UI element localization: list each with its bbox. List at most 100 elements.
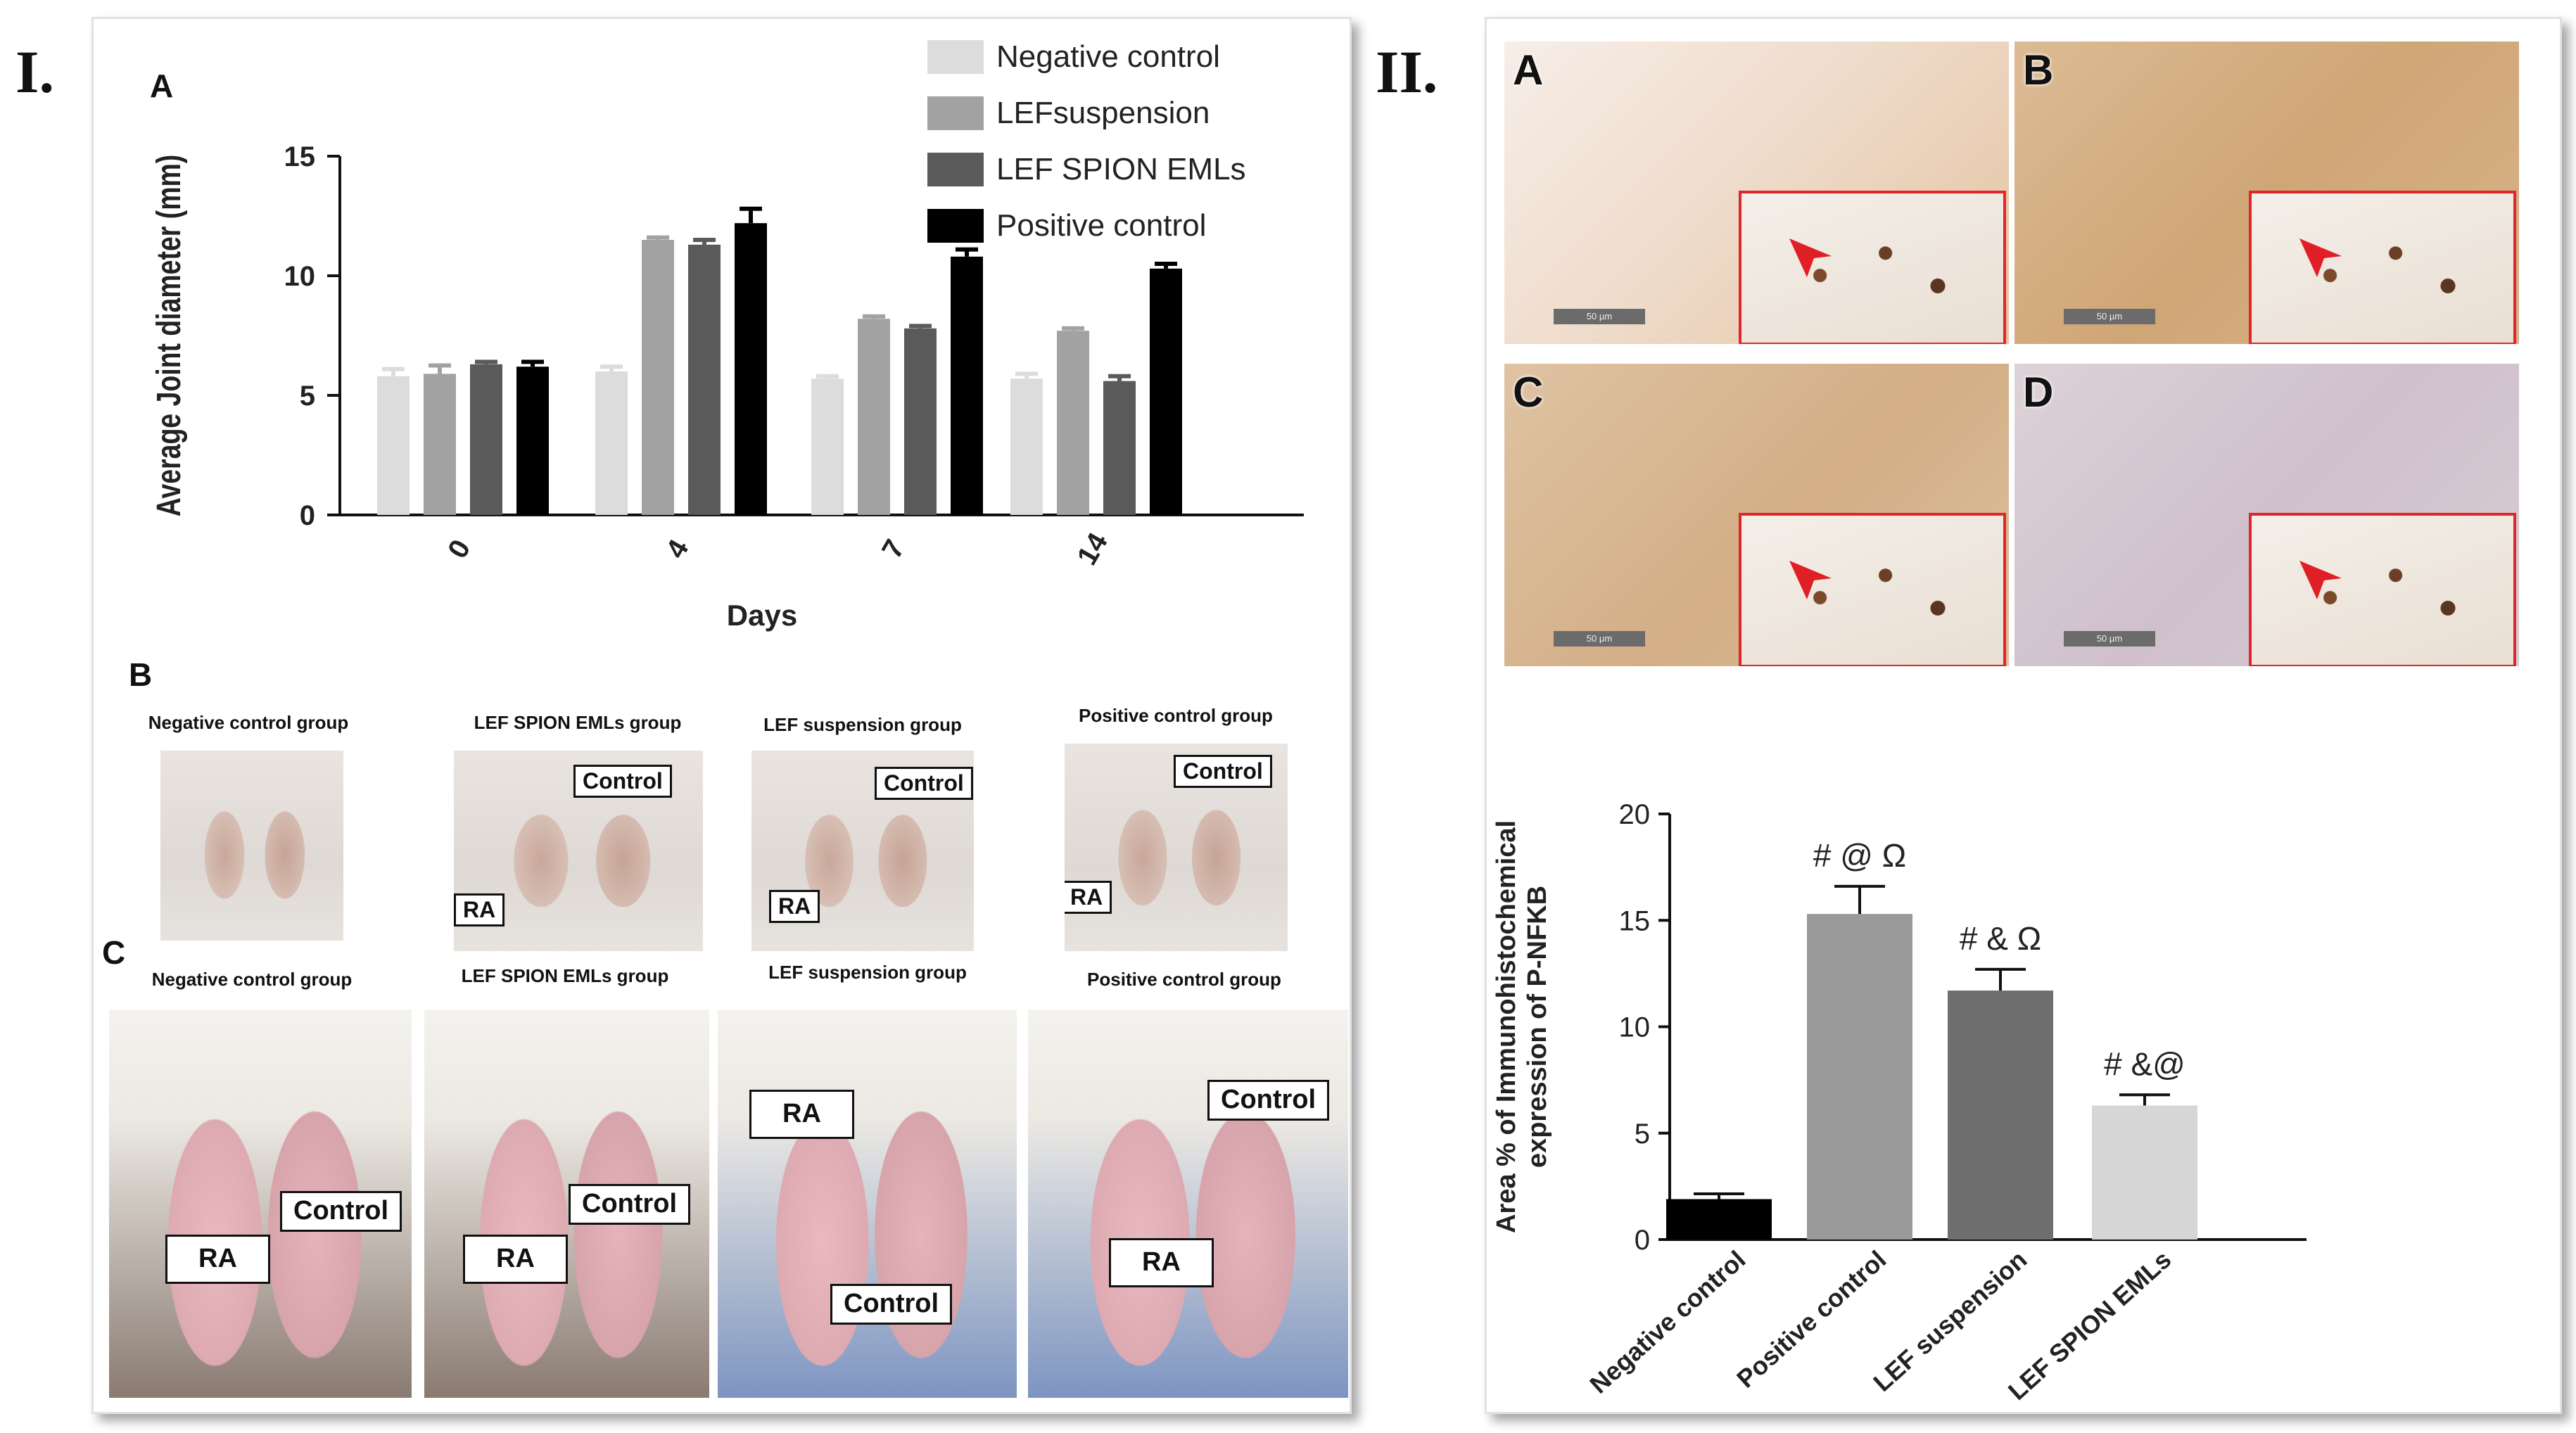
legend-swatch	[927, 96, 984, 130]
arrowhead-icon	[2299, 238, 2342, 277]
legend-label: LEF SPION EMLs	[996, 152, 1246, 186]
photo-c-label: Positive control group	[1087, 969, 1281, 990]
photo-c-label: Negative control group	[151, 969, 353, 990]
histology-letter: B	[2023, 46, 2054, 94]
magnified-inset	[2249, 513, 2516, 666]
hindlimb-photo: Control RA	[109, 1010, 412, 1398]
legend-label: Positive control	[996, 208, 1206, 243]
x-tick-label: 0	[442, 535, 476, 563]
x-tick-label: 7	[876, 535, 911, 563]
bar	[1807, 914, 1912, 1240]
x-tick-label: 4	[660, 534, 695, 563]
bar	[951, 256, 983, 515]
legend-label: LEFsuspension	[996, 96, 1210, 130]
x-tick-label: Positive control	[1731, 1244, 1891, 1393]
bar	[377, 376, 410, 515]
bar	[904, 328, 937, 515]
subpanel-A-label: A	[150, 68, 174, 104]
ra-tag: RA	[769, 890, 820, 923]
panel-I-label: I.	[15, 38, 54, 106]
photo-b-label: LEF suspension group	[763, 714, 962, 735]
magnified-inset	[2249, 191, 2516, 344]
control-tag: Control	[569, 1184, 691, 1225]
arrowhead-icon	[1789, 561, 1832, 599]
bar	[1057, 331, 1089, 515]
significance-annotation: # &@	[2104, 1045, 2185, 1082]
bar	[1666, 1199, 1772, 1240]
significance-annotation: # @ Ω	[1813, 837, 1906, 874]
y-tick-label: 5	[1635, 1119, 1650, 1149]
magnified-inset	[1739, 191, 2006, 344]
histology-image: C 50 µm	[1504, 364, 2009, 666]
y-tick-label: 15	[1619, 905, 1651, 936]
ra-tag: RA	[165, 1235, 270, 1284]
x-tick-label: Negative control	[1584, 1244, 1751, 1399]
bar	[858, 319, 890, 515]
x-tick-label: LEF suspension	[1867, 1244, 2032, 1397]
control-tag: Control	[1174, 755, 1272, 788]
control-tag: Control	[830, 1284, 953, 1325]
ra-tag: RA	[454, 893, 505, 926]
y-tick-label: 5	[300, 381, 315, 412]
ra-tag: RA	[749, 1090, 854, 1139]
x-axis-label: Days	[727, 599, 797, 632]
histology-image: A 50 µm	[1504, 42, 2009, 344]
y-tick-label: 0	[300, 500, 315, 531]
scale-bar: 50 µm	[2064, 309, 2155, 324]
y-axis-label: expression of P-NFKB	[1523, 886, 1552, 1168]
panel-II-frame: A 50 µm B 50 µm C 50 µm D 50 µm 0 5 10 15 20 Area % …	[1485, 17, 2562, 1414]
bar	[2092, 1105, 2197, 1240]
bar	[1103, 381, 1136, 515]
arrowhead-icon	[1789, 238, 1832, 277]
control-tag: Control	[573, 765, 672, 798]
bar	[642, 240, 674, 515]
legend-swatch	[927, 209, 984, 243]
panel-II-label: II.	[1376, 38, 1438, 106]
bar	[811, 378, 844, 515]
paw-photo	[160, 751, 343, 941]
paw-photo: Control RA	[1065, 744, 1288, 951]
significance-annotation: # & Ω	[1960, 920, 2041, 957]
control-tag: Control	[1207, 1080, 1330, 1121]
histology-letter: D	[2023, 369, 2054, 416]
bar	[1948, 991, 2053, 1240]
hindlimb-photo: RA Control	[718, 1010, 1017, 1398]
bar	[1010, 378, 1043, 515]
panel-I-frame: A 0 5 10 15 Average Joint diameter (mm) Days 0…	[91, 17, 1352, 1414]
histology-letter: C	[1513, 369, 1544, 416]
y-axis-label: Area % of Immunohistochemical	[1492, 820, 1521, 1233]
bar	[735, 223, 767, 515]
bar	[688, 244, 721, 515]
paw-photo: Control RA	[751, 751, 974, 951]
scale-bar: 50 µm	[2064, 631, 2155, 647]
photo-b-label: Negative control group	[148, 712, 349, 733]
joint-diameter-chart: 0 5 10 15 Average Joint diameter (mm) Days 0 4 7…	[151, 39, 1304, 632]
control-tag: Control	[280, 1191, 402, 1232]
y-tick-label: 15	[284, 141, 316, 172]
photo-b-label: LEF SPION EMLs group	[474, 712, 682, 733]
y-tick-label: 0	[1635, 1225, 1650, 1256]
bar	[424, 374, 456, 515]
scale-bar: 50 µm	[1554, 631, 1645, 647]
y-tick-label: 10	[284, 261, 316, 292]
paw-photo: Control RA	[454, 751, 703, 951]
control-tag: Control	[875, 767, 973, 800]
histology-image: B 50 µm	[2015, 42, 2519, 344]
hindlimb-photo: Control RA	[1028, 1010, 1348, 1398]
bar	[470, 364, 502, 515]
y-axis-label: Average Joint diameter (mm)	[151, 155, 189, 516]
bar	[1150, 268, 1182, 515]
ra-tag: RA	[1065, 881, 1112, 914]
hindlimb-photo: Control RA	[424, 1010, 709, 1398]
legend-label: Negative control	[996, 39, 1220, 74]
photo-b-label: Positive control group	[1079, 705, 1273, 726]
y-tick-label: 20	[1619, 799, 1651, 830]
ra-tag: RA	[463, 1235, 568, 1284]
histology-letter: A	[1513, 46, 1544, 94]
photo-c-label: LEF suspension group	[768, 962, 967, 983]
histology-image: D 50 µm	[2015, 364, 2519, 666]
bar	[516, 367, 549, 515]
legend-swatch	[927, 153, 984, 186]
bar	[595, 371, 628, 515]
photo-c-label: LEF SPION EMLs group	[461, 965, 669, 986]
